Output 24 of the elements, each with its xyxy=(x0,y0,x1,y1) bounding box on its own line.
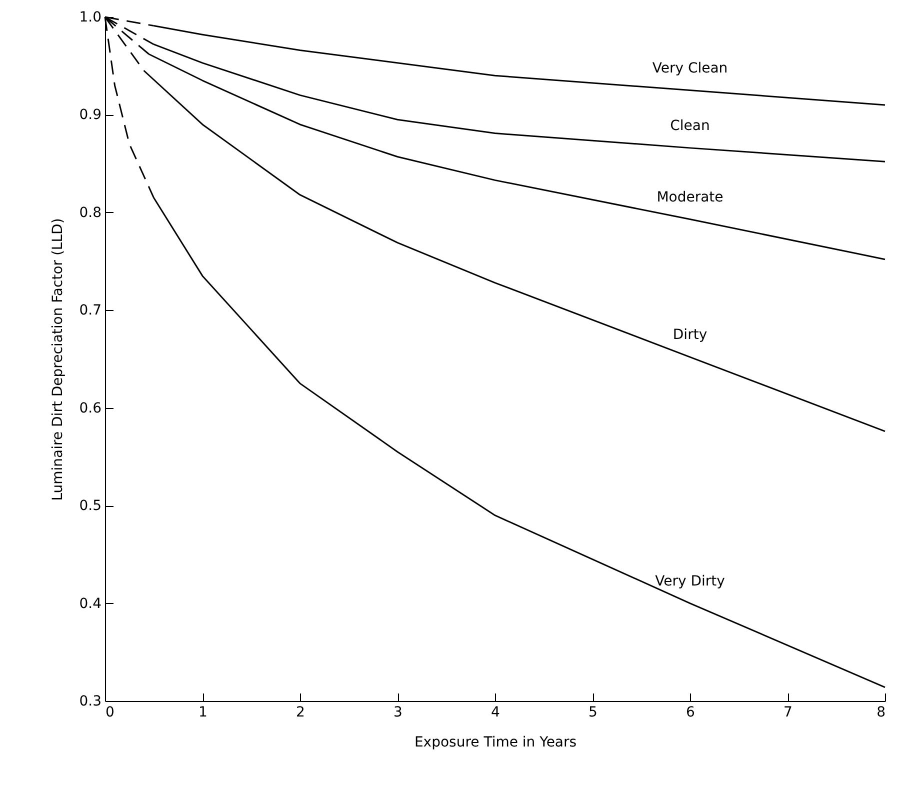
x-tick-label: 2 xyxy=(296,704,305,720)
series-label: Moderate xyxy=(656,189,724,206)
y-tick-label: 0.7 xyxy=(79,302,102,319)
y-tick-label: 0.9 xyxy=(79,107,102,124)
y-tick-label: 0.5 xyxy=(79,498,102,514)
x-tick-label: 4 xyxy=(491,704,500,720)
x-tick-label: 1 xyxy=(198,704,208,720)
y-tick-label: 0.3 xyxy=(79,694,102,710)
series-label: Very Clean xyxy=(652,60,728,76)
series-label: Very Dirty xyxy=(655,573,725,590)
x-tick-label: 3 xyxy=(394,704,402,720)
x-tick-label: 8 xyxy=(876,704,886,720)
x-tick-label: 7 xyxy=(784,704,792,720)
x-axis-title: Exposure Time in Years xyxy=(414,734,577,750)
y-axis-title: Luminaire Dirt Depreciation Factor (LLD) xyxy=(50,218,66,501)
y-tick-label: 0.6 xyxy=(79,400,102,416)
x-tick-label: 0 xyxy=(106,704,114,720)
y-tick-label: 0.4 xyxy=(79,596,102,612)
series-label: Dirty xyxy=(672,327,708,344)
y-tick-label: 1.0 xyxy=(79,10,102,26)
y-tick-label: 0.8 xyxy=(79,204,102,221)
x-tick-label: 6 xyxy=(686,704,696,720)
series-label: Clean xyxy=(670,118,710,134)
x-tick-label: 5 xyxy=(588,704,598,720)
